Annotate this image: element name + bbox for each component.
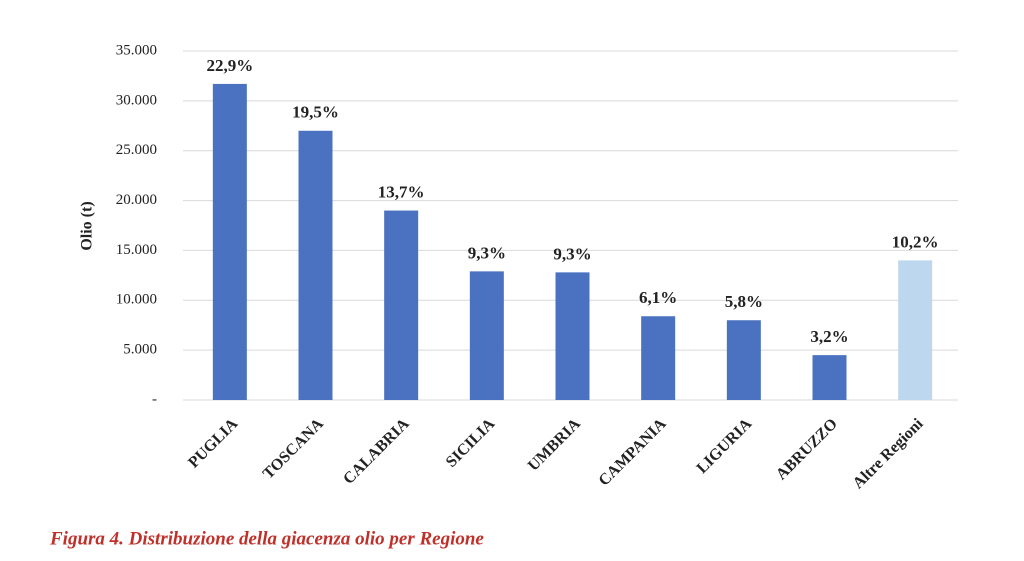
data-label: 19,5%: [292, 103, 339, 122]
data-label: 13,7%: [378, 182, 425, 201]
data-label: 10,2%: [892, 232, 939, 251]
bar: [726, 320, 761, 400]
bar: [812, 355, 847, 400]
x-tick-label: CALABRIA: [340, 415, 413, 488]
y-tick-label: 35.000: [116, 42, 157, 58]
data-label: 9,3%: [553, 244, 591, 263]
bar: [641, 316, 676, 400]
y-axis-label: Olio (t): [79, 201, 96, 250]
y-tick-label: 15.000: [116, 242, 157, 258]
x-tick-label: Altre Regioni: [850, 415, 927, 492]
y-tick-label: 20.000: [116, 192, 157, 208]
x-tick-label: TOSCANA: [260, 415, 327, 482]
data-label: 9,3%: [468, 243, 506, 262]
x-tick-label: PUGLIA: [185, 415, 241, 471]
data-label: 22,9%: [206, 56, 253, 75]
y-tick-label: 5.000: [123, 342, 157, 358]
x-tick-label: LIGURIA: [694, 415, 756, 477]
bar: [555, 272, 590, 400]
bar: [384, 210, 419, 400]
x-tick-label: ABRUZZO: [773, 415, 841, 483]
data-label: 3,2%: [810, 327, 848, 346]
data-label: 5,8%: [725, 292, 763, 311]
y-tick-label: -: [152, 391, 157, 407]
y-tick-label: 25.000: [116, 142, 157, 158]
y-tick-label: 30.000: [116, 92, 157, 108]
x-tick-label: UMBRIA: [525, 415, 584, 474]
y-tick-label: 10.000: [116, 292, 157, 308]
bar: [298, 130, 333, 400]
x-tick-label: CAMPANIA: [596, 415, 670, 489]
bar: [212, 83, 247, 401]
bar: [898, 260, 933, 400]
caption: Figura 4. Distribuzione della giacenza o…: [49, 528, 484, 549]
data-label: 6,1%: [639, 288, 677, 307]
bar: [469, 271, 504, 400]
x-tick-label: SICILIA: [443, 415, 499, 471]
